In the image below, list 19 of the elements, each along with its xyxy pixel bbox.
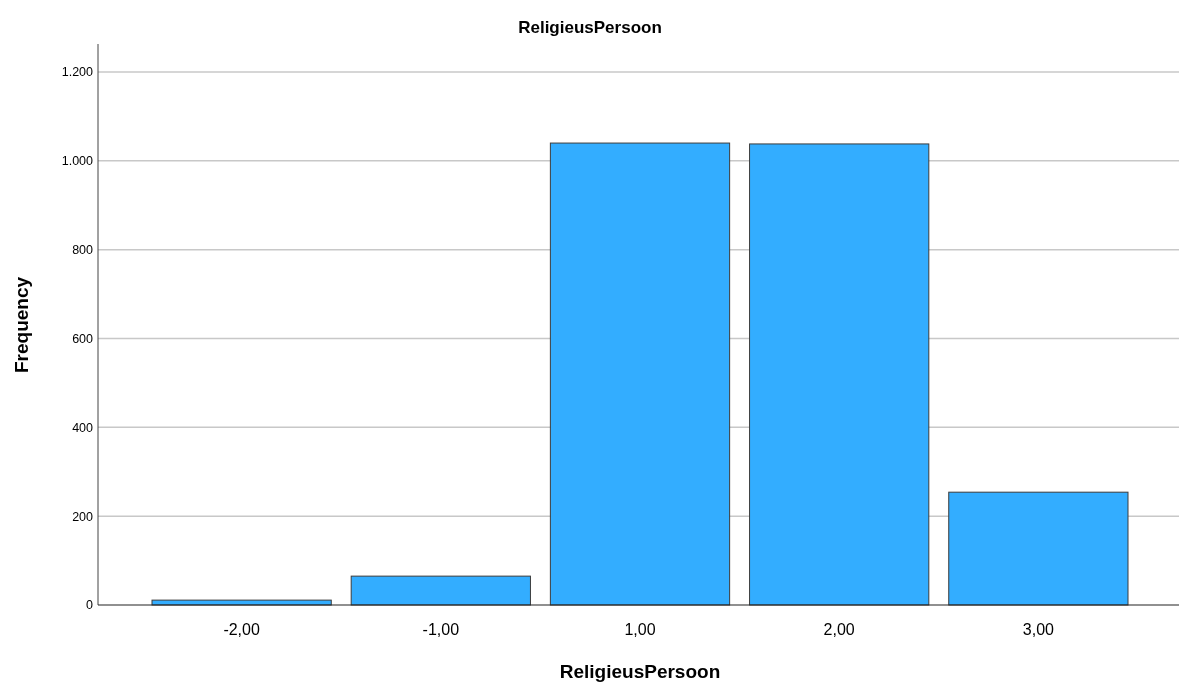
- x-tick-label: 1,00: [624, 621, 656, 638]
- y-tick-label: 600: [72, 331, 94, 346]
- x-axis-title: ReligieusPersoon: [559, 661, 721, 682]
- y-tick-label: 1.000: [61, 154, 94, 169]
- bar: [749, 143, 930, 606]
- x-tick-label: -2,00: [223, 621, 260, 638]
- x-tick-label: 3,00: [1022, 621, 1055, 638]
- y-axis-title: Frequency: [11, 276, 32, 374]
- y-tick-label: 1.200: [61, 65, 94, 80]
- y-tick-label: 800: [72, 243, 94, 258]
- x-tick-label: 2,00: [823, 621, 855, 638]
- x-tick-label: -1,00: [422, 621, 460, 638]
- bar: [549, 142, 731, 606]
- y-tick-label: 400: [72, 420, 94, 435]
- y-tick-label: 0: [86, 598, 94, 613]
- chart-title: ReligieusPersoon: [518, 18, 662, 37]
- y-tick-label: 200: [72, 509, 94, 524]
- bar: [948, 491, 1129, 606]
- bar: [350, 575, 531, 606]
